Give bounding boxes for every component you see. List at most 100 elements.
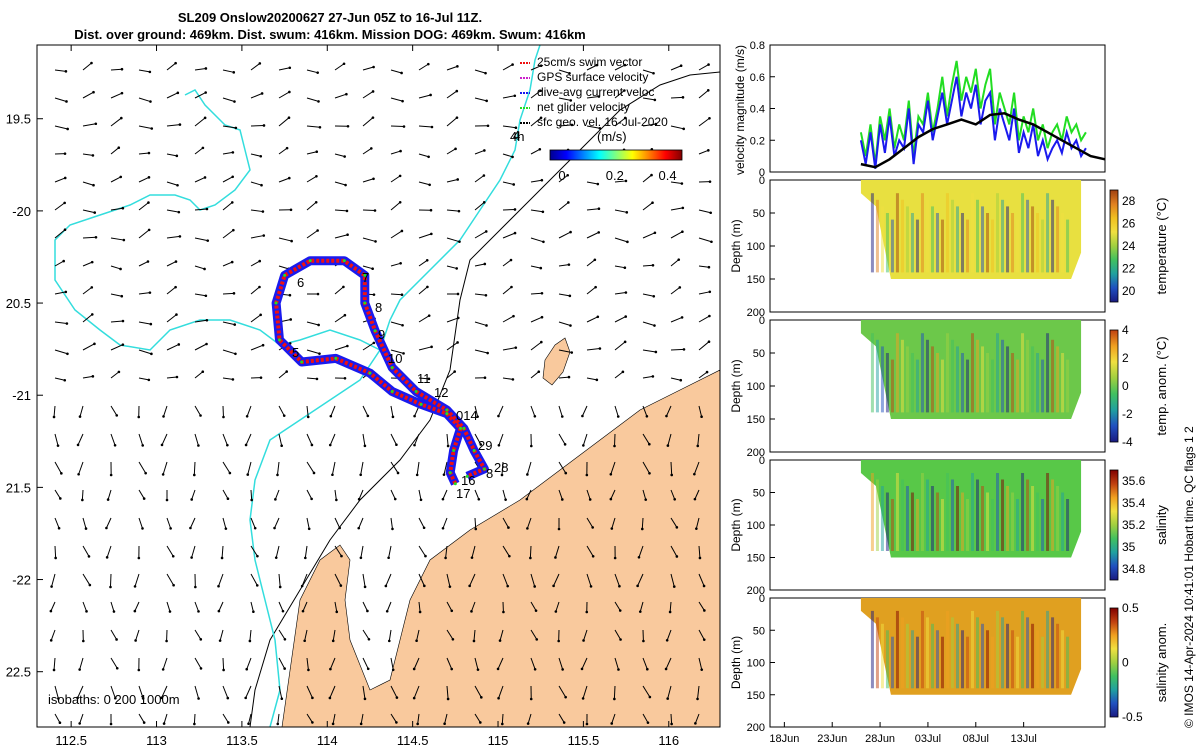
geo-velocity-arrowhead bbox=[343, 155, 346, 158]
heatmap-streak bbox=[1021, 473, 1025, 551]
geo-velocity-arrow bbox=[502, 208, 516, 211]
geo-velocity-arrow bbox=[222, 69, 234, 73]
heatmap-streak bbox=[885, 213, 889, 273]
heatmap-streak bbox=[981, 206, 985, 273]
geo-velocity-arrowhead bbox=[402, 125, 406, 128]
geo-velocity-arrowhead bbox=[283, 637, 287, 641]
geo-velocity-arrowhead bbox=[60, 472, 63, 475]
geo-velocity-arrow bbox=[698, 237, 712, 243]
geo-velocity-arrowhead bbox=[399, 149, 402, 153]
heatmap-streak bbox=[1006, 623, 1010, 689]
geo-velocity-arrow bbox=[362, 573, 366, 587]
geo-velocity-arrowhead bbox=[496, 667, 500, 671]
geo-velocity-arrow bbox=[221, 545, 224, 559]
geo-velocity-arrow bbox=[390, 97, 403, 102]
geo-velocity-arrowhead bbox=[92, 90, 95, 94]
geo-velocity-arrow bbox=[558, 349, 572, 354]
track-point bbox=[465, 474, 469, 478]
geo-velocity-arrowhead bbox=[232, 71, 236, 74]
geo-velocity-arrow bbox=[250, 181, 262, 186]
geo-velocity-arrowhead bbox=[585, 610, 589, 614]
geo-velocity-arrowhead bbox=[288, 66, 292, 70]
geo-velocity-arrowhead bbox=[427, 155, 430, 159]
heatmap-streak bbox=[915, 499, 919, 551]
geo-velocity-arrow bbox=[278, 629, 286, 640]
geo-velocity-arrowhead bbox=[387, 639, 391, 643]
geo-velocity-arrowhead bbox=[50, 585, 53, 588]
geo-velocity-arrowhead bbox=[120, 67, 124, 71]
geo-velocity-arrowhead bbox=[290, 239, 293, 243]
geo-velocity-arrowhead bbox=[511, 63, 514, 66]
geo-velocity-arrowhead bbox=[637, 556, 641, 559]
track-day-label: 11 bbox=[417, 371, 431, 386]
geo-velocity-arrow bbox=[698, 405, 703, 417]
geo-velocity-arrowhead bbox=[430, 345, 433, 349]
geo-velocity-arrowhead bbox=[234, 126, 238, 130]
geo-velocity-arrow bbox=[390, 150, 401, 155]
heatmap-y-label: Depth (m) bbox=[729, 219, 743, 272]
heatmap-streak bbox=[945, 333, 949, 413]
heatmap-colorbar-tick: 0.5 bbox=[1122, 601, 1139, 615]
geo-velocity-arrow bbox=[138, 349, 152, 355]
geo-velocity-arrow bbox=[329, 657, 336, 670]
isobath-cyan-loop bbox=[54, 89, 381, 351]
heatmap-streak bbox=[875, 199, 879, 273]
geo-velocity-arrow bbox=[222, 151, 233, 155]
heatmap-y-tick-label: 0 bbox=[759, 455, 765, 467]
heatmap-colorbar-tick: -4 bbox=[1122, 435, 1133, 449]
geo-velocity-arrowhead bbox=[258, 285, 261, 289]
geo-velocity-arrow bbox=[670, 573, 675, 587]
geo-velocity-arrowhead bbox=[569, 324, 572, 327]
heatmap-streak bbox=[1006, 346, 1010, 413]
heatmap-streak bbox=[1006, 206, 1010, 273]
geo-velocity-arrowhead bbox=[646, 721, 650, 724]
geo-velocity-arrowhead bbox=[450, 609, 454, 613]
credit-text: © IMOS 14-Apr-2024 10:41:01 Hobart time.… bbox=[1182, 426, 1196, 728]
geo-velocity-arrowhead bbox=[455, 89, 459, 93]
track-day-label: 4 bbox=[513, 128, 520, 143]
heatmap-streak bbox=[955, 623, 959, 689]
geo-velocity-arrow bbox=[166, 573, 175, 586]
geo-velocity-arrowhead bbox=[468, 584, 471, 588]
geo-velocity-arrowhead bbox=[412, 667, 416, 671]
geo-velocity-arrow bbox=[50, 601, 56, 612]
geo-velocity-arrow bbox=[558, 264, 569, 267]
geo-velocity-arrow bbox=[332, 713, 336, 724]
heatmap-streak bbox=[1006, 486, 1010, 551]
geo-velocity-arrowhead bbox=[133, 585, 137, 588]
geo-velocity-arrowhead bbox=[430, 232, 433, 236]
geo-velocity-arrow bbox=[418, 181, 430, 186]
geo-velocity-arrow bbox=[446, 65, 458, 71]
heatmap-y-tick-label: 200 bbox=[747, 585, 765, 597]
geo-velocity-arrowhead bbox=[681, 230, 684, 234]
track-point bbox=[308, 259, 312, 263]
geo-velocity-arrow bbox=[278, 147, 288, 155]
velocity-y-label: velocity magnitude (m/s) bbox=[733, 45, 747, 175]
geo-velocity-arrow bbox=[471, 601, 476, 612]
geo-velocity-arrow bbox=[418, 489, 422, 500]
geo-velocity-arrowhead bbox=[446, 697, 450, 701]
geo-velocity-arrow bbox=[530, 629, 538, 640]
heatmap-streak bbox=[1011, 492, 1015, 551]
geo-velocity-arrow bbox=[614, 180, 626, 183]
geo-velocity-arrow bbox=[110, 176, 121, 183]
velocity-y-tick-label: 0.2 bbox=[750, 135, 765, 147]
geo-velocity-arrowhead bbox=[597, 95, 601, 98]
geo-velocity-arrowhead bbox=[533, 585, 536, 588]
heatmap-streak bbox=[870, 333, 874, 413]
geo-velocity-arrow bbox=[358, 489, 364, 500]
geo-velocity-arrowhead bbox=[204, 67, 208, 70]
heatmap-streak bbox=[905, 486, 909, 551]
heatmap-streak bbox=[1016, 499, 1020, 551]
geo-velocity-arrow bbox=[138, 517, 143, 529]
geo-velocity-arrowhead bbox=[593, 258, 597, 262]
geo-velocity-arrow bbox=[166, 92, 179, 99]
geo-velocity-arrow bbox=[362, 117, 374, 127]
geo-velocity-arrowhead bbox=[391, 527, 394, 531]
heatmap-streak bbox=[900, 199, 904, 273]
heatmap-streak bbox=[1066, 636, 1070, 689]
geo-velocity-arrow bbox=[611, 517, 616, 529]
geo-velocity-arrowhead bbox=[645, 414, 649, 418]
geo-velocity-arrowhead bbox=[346, 233, 349, 237]
geo-velocity-arrowhead bbox=[316, 292, 320, 296]
